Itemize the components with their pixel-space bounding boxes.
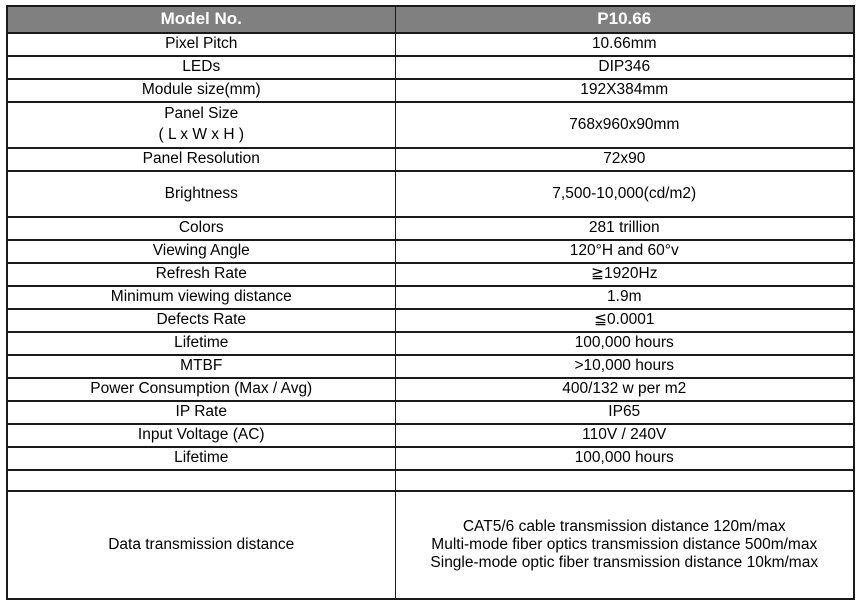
row-label-input-voltage: Input Voltage (AC) [6, 423, 396, 448]
table-row: MTBF >10,000 hours [6, 354, 855, 379]
table-row: Lifetime 100,000 hours [6, 331, 855, 356]
row-value-lifetime-2: 100,000 hours [394, 446, 855, 471]
led-specification-table: Model No. P10.66 Pixel Pitch 10.66mm LED… [6, 5, 855, 600]
row-label-viewing-angle: Viewing Angle [6, 239, 396, 264]
row-value-viewing-angle: 120°H and 60°v [394, 239, 855, 264]
row-label-brightness: Brightness [6, 170, 396, 218]
row-value-defects-rate: ≦0.0001 [394, 308, 855, 333]
row-value-refresh-rate: ≧1920Hz [394, 262, 855, 287]
row-label-ip-rate: IP Rate [6, 400, 396, 425]
row-value-lifetime: 100,000 hours [394, 331, 855, 356]
row-label-mtbf: MTBF [6, 354, 396, 379]
row-label-leds: LEDs [6, 55, 396, 80]
row-label-power-consumption: Power Consumption (Max / Avg) [6, 377, 396, 402]
row-label-blank [6, 469, 396, 492]
table-header-row: Model No. P10.66 [6, 5, 855, 34]
transmission-line-multimode: Multi-mode fiber optics transmission dis… [431, 535, 818, 553]
row-value-panel-size: 768x960x90mm [394, 101, 855, 149]
row-label-colors: Colors [6, 216, 396, 241]
row-label-lifetime-2: Lifetime [6, 446, 396, 471]
row-value-pixel-pitch: 10.66mm [394, 32, 855, 57]
table-row: Refresh Rate ≧1920Hz [6, 262, 855, 287]
table-row: Power Consumption (Max / Avg) 400/132 w … [6, 377, 855, 402]
row-label-pixel-pitch: Pixel Pitch [6, 32, 396, 57]
header-cell-model-value: P10.66 [394, 5, 855, 34]
row-value-ip-rate: IP65 [394, 400, 855, 425]
table-row: Panel Size ( L x W x H ) 768x960x90mm [6, 101, 855, 149]
row-value-module-size: 192X384mm [394, 78, 855, 103]
table-row: Minimum viewing distance 1.9m [6, 285, 855, 310]
table-row: Colors 281 trillion [6, 216, 855, 241]
row-value-brightness: 7,500-10,000(cd/m2) [394, 170, 855, 218]
row-value-input-voltage: 110V / 240V [394, 423, 855, 448]
row-value-mtbf: >10,000 hours [394, 354, 855, 379]
row-label-data-transmission-distance: Data transmission distance [6, 490, 396, 600]
table-row: Input Voltage (AC) 110V / 240V [6, 423, 855, 448]
table-row: Defects Rate ≦0.0001 [6, 308, 855, 333]
transmission-line-singlemode: Single-mode optic fiber transmission dis… [430, 554, 819, 572]
row-label-lifetime: Lifetime [6, 331, 396, 356]
row-label-refresh-rate: Refresh Rate [6, 262, 396, 287]
row-label-panel-resolution: Panel Resolution [6, 147, 396, 172]
header-cell-model-no: Model No. [6, 5, 396, 34]
table-row: LEDs DIP346 [6, 55, 855, 80]
row-label-module-size: Module size(mm) [6, 78, 396, 103]
row-label-panel-size: Panel Size ( L x W x H ) [6, 101, 396, 149]
table-row-blank [6, 469, 855, 492]
row-value-data-transmission-distance: CAT5/6 cable transmission distance 120m/… [394, 490, 855, 600]
row-value-panel-resolution: 72x90 [394, 147, 855, 172]
row-value-leds: DIP346 [394, 55, 855, 80]
panel-size-label-line1: Panel Size [164, 105, 239, 123]
table-row: IP Rate IP65 [6, 400, 855, 425]
table-row: Panel Resolution 72x90 [6, 147, 855, 172]
row-label-defects-rate: Defects Rate [6, 308, 396, 333]
row-value-minimum-viewing-distance: 1.9m [394, 285, 855, 310]
table-row: Module size(mm) 192X384mm [6, 78, 855, 103]
table-row: Pixel Pitch 10.66mm [6, 32, 855, 57]
table-row: Lifetime 100,000 hours [6, 446, 855, 471]
table-row-data-transmission: Data transmission distance CAT5/6 cable … [6, 490, 855, 600]
transmission-line-cat5: CAT5/6 cable transmission distance 120m/… [462, 517, 786, 535]
table-row: Viewing Angle 120°H and 60°v [6, 239, 855, 264]
row-value-colors: 281 trillion [394, 216, 855, 241]
row-value-power-consumption: 400/132 w per m2 [394, 377, 855, 402]
row-label-minimum-viewing-distance: Minimum viewing distance [6, 285, 396, 310]
specification-table-container: Model No. P10.66 Pixel Pitch 10.66mm LED… [6, 5, 855, 600]
row-value-blank [394, 469, 855, 492]
table-row: Brightness 7,500-10,000(cd/m2) [6, 170, 855, 218]
panel-size-label-line2: ( L x W x H ) [158, 126, 245, 143]
